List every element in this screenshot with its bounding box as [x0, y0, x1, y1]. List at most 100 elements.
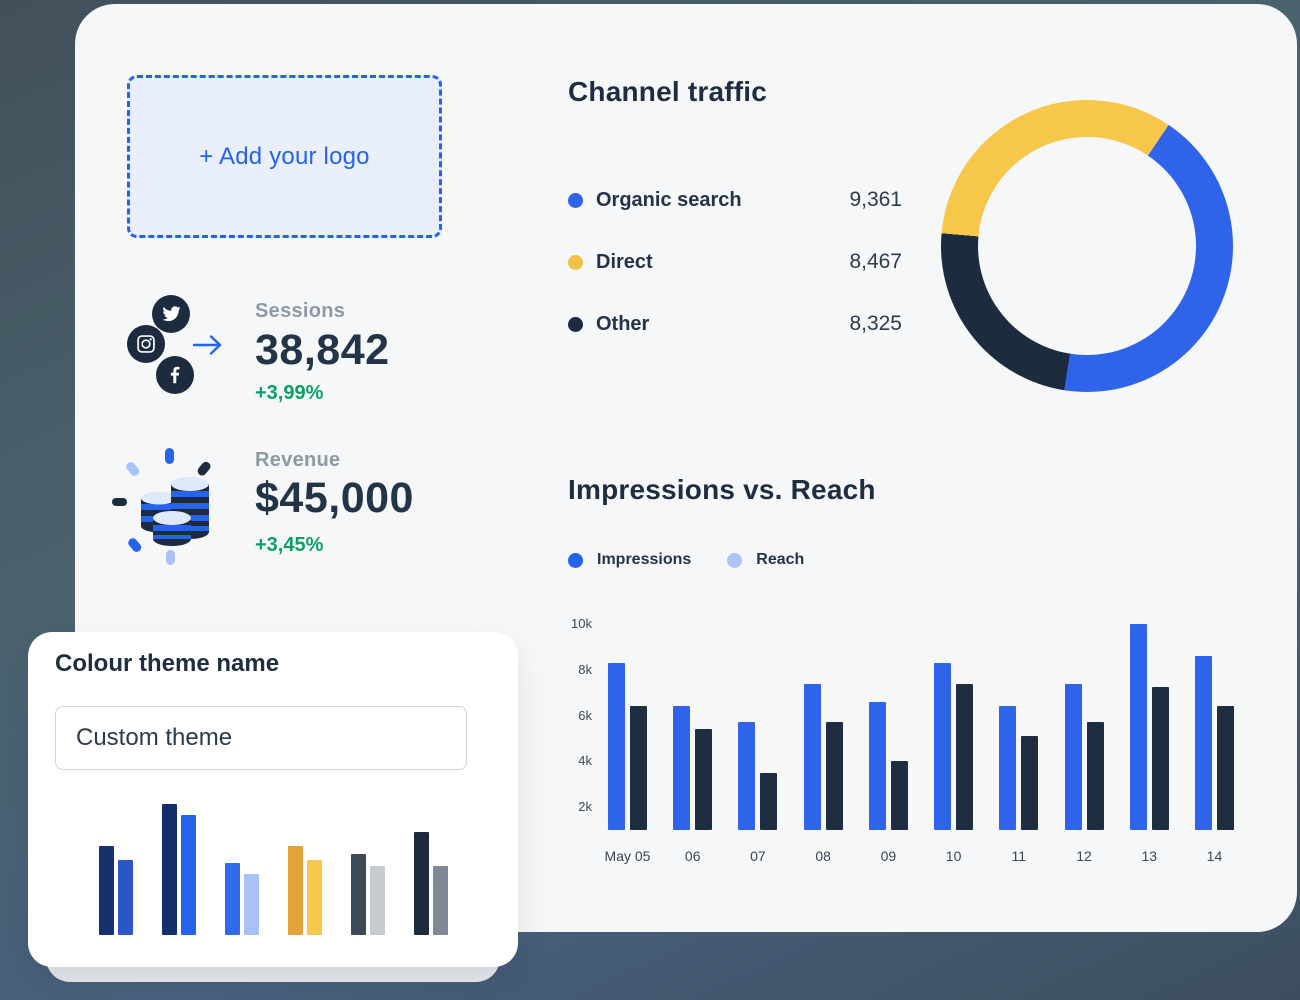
palette-bar [118, 860, 133, 935]
y-axis-tick-label: 6k [578, 707, 592, 723]
x-axis-tick-label: 07 [750, 848, 766, 864]
palette-pair [351, 854, 385, 935]
palette-bar [370, 866, 385, 935]
impressions-bar [868, 701, 886, 830]
revenue-value: $45,000 [255, 474, 414, 522]
x-axis-tick-label: 14 [1206, 848, 1223, 864]
reach-bar [630, 706, 647, 830]
donut-hole [978, 137, 1196, 355]
bar-group: 10 [934, 623, 974, 864]
palette-bar [288, 846, 303, 935]
legend-value: 9,361 [849, 188, 902, 211]
theme-card: Colour theme name [28, 632, 518, 967]
reach-bar [890, 761, 908, 830]
coins-icon [112, 446, 227, 573]
legend-dot-icon [568, 254, 583, 270]
impressions-bar [1194, 656, 1212, 830]
x-axis-tick-label: 11 [1011, 848, 1027, 864]
palette-pair [225, 863, 259, 935]
add-logo-label: + Add your logo [199, 142, 370, 170]
bar-group: 11 [999, 623, 1039, 864]
x-axis-tick-label: 08 [815, 848, 831, 864]
impressions-bar [803, 683, 821, 830]
channel-legend: Organic search 9,361 Direct 8,467 Other 8,325 [568, 186, 902, 372]
revenue-delta: +3,45% [255, 534, 324, 556]
impressions-legend-item: Impressions [568, 551, 691, 569]
reach-bar [825, 722, 843, 830]
arrow-right-icon [191, 334, 225, 361]
channel-donut-chart [941, 100, 1233, 392]
x-axis-tick-label: 12 [1076, 848, 1092, 864]
legend-label: Reach [756, 551, 805, 568]
impressions-legend: Impressions Reach [568, 551, 804, 569]
x-axis-tick-label: May 05 [604, 848, 651, 864]
sessions-label: Sessions [255, 300, 346, 322]
legend-dot-icon [568, 316, 583, 332]
legend-row: Direct 8,467 [568, 248, 902, 276]
palette-pair [414, 832, 448, 935]
channel-traffic-title: Channel traffic [568, 76, 768, 107]
bar-group: 06 [673, 623, 713, 864]
palette-bar [181, 815, 196, 935]
legend-label: Direct [596, 250, 653, 273]
legend-label: Other [596, 312, 650, 335]
impressions-bar [1129, 624, 1147, 830]
theme-palette [99, 804, 448, 935]
x-axis-tick-label: 10 [945, 848, 962, 864]
x-axis-tick-label: 09 [880, 848, 897, 864]
impressions-bar [738, 722, 756, 830]
sessions-value: 38,842 [255, 326, 390, 374]
revenue-label: Revenue [255, 449, 341, 471]
reach-bar [1151, 686, 1169, 830]
bar-group: 12 [1064, 623, 1104, 864]
legend-dot-icon [568, 552, 583, 568]
legend-row: Organic search 9,361 [568, 186, 902, 214]
y-axis-tick-label: 8k [578, 661, 592, 677]
theme-name-input[interactable] [55, 706, 467, 770]
impressions-bar [1064, 683, 1082, 830]
bar-group: 09 [868, 623, 908, 864]
palette-pair [99, 846, 133, 935]
x-axis-tick-label: 06 [684, 848, 701, 864]
reach-bar [695, 729, 713, 830]
palette-bar [162, 804, 177, 935]
reach-bar [760, 772, 778, 830]
palette-bar [414, 832, 429, 935]
palette-bar [99, 846, 114, 935]
bar-chart: May 05 06 07 08 09 10 11 12 13 14 [605, 623, 1234, 864]
legend-dot-icon [568, 192, 583, 208]
y-axis-tick-label: 4k [578, 753, 592, 769]
legend-row: Other 8,325 [568, 310, 902, 338]
reach-bar [1216, 706, 1234, 830]
legend-value: 8,467 [849, 250, 902, 273]
palette-bar [225, 863, 240, 935]
y-axis-tick-label: 2k [578, 799, 592, 815]
impressions-bar [673, 706, 691, 830]
palette-bar [433, 866, 448, 935]
palette-bar [351, 854, 366, 935]
legend-label: Organic search [596, 188, 742, 211]
legend-dot-icon [727, 552, 743, 568]
bar-group: 13 [1129, 623, 1169, 864]
legend-value: 8,325 [849, 312, 902, 335]
add-logo-dropzone[interactable]: + Add your logo [127, 75, 442, 238]
sessions-delta: +3,99% [255, 382, 324, 404]
impressions-title: Impressions vs. Reach [568, 474, 876, 505]
reach-bar [956, 683, 974, 830]
twitter-icon [152, 295, 190, 333]
legend-label: Impressions [597, 551, 692, 568]
facebook-icon [156, 356, 194, 394]
impressions-bar [934, 662, 952, 830]
bar-group: 08 [803, 623, 843, 864]
y-axis-tick-label: 10k [571, 616, 592, 631]
palette-bar [307, 860, 322, 935]
bar-group: 14 [1194, 623, 1234, 864]
impressions-bar [999, 706, 1017, 830]
palette-pair [162, 804, 196, 935]
palette-pair [288, 846, 322, 935]
instagram-icon [127, 325, 165, 363]
palette-bar [244, 874, 259, 935]
impressions-bar [608, 662, 625, 830]
reach-bar [1021, 736, 1039, 830]
